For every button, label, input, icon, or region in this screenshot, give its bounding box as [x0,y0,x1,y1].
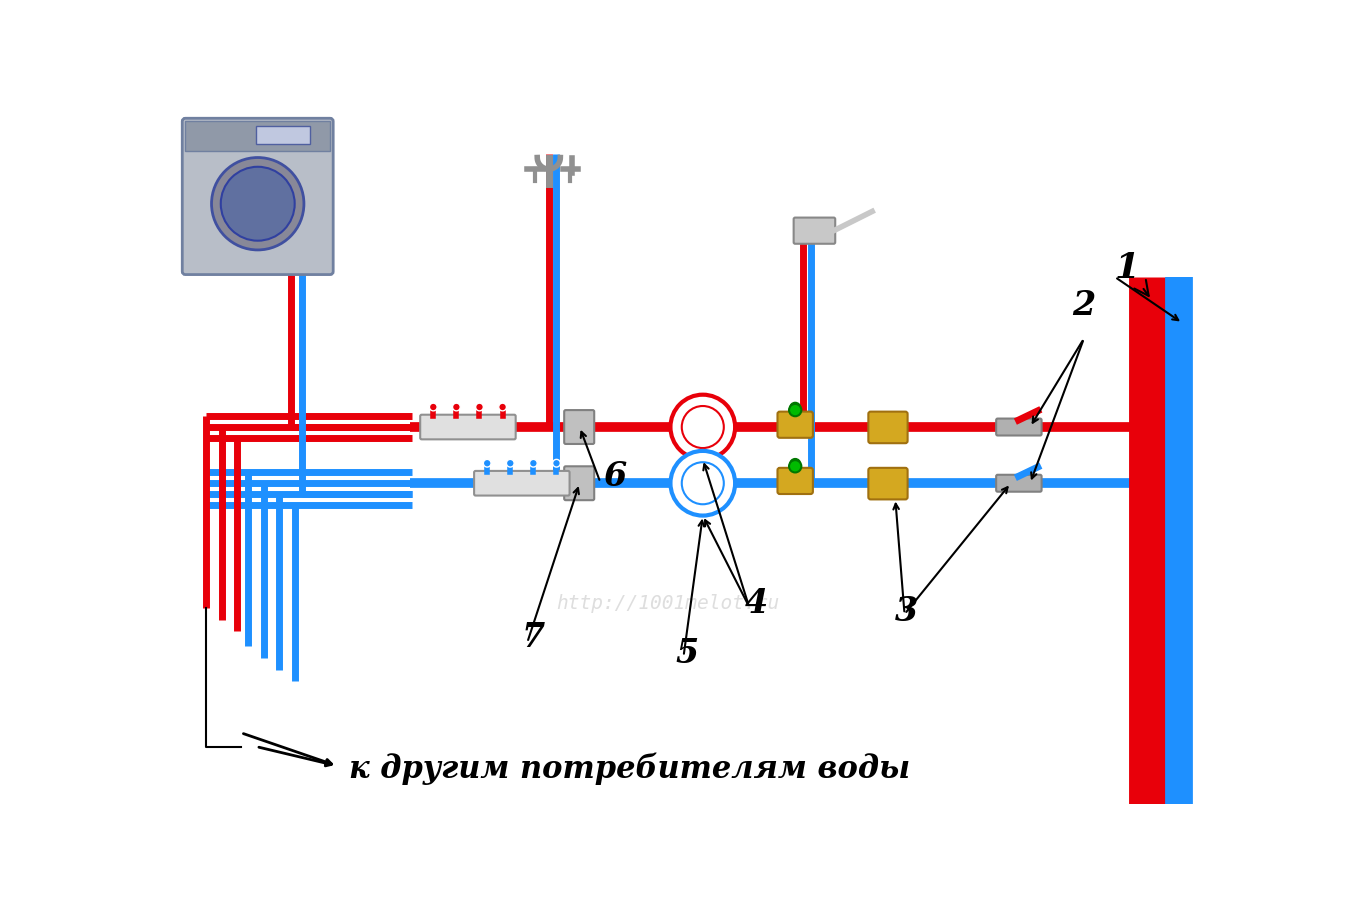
FancyBboxPatch shape [997,475,1041,492]
FancyBboxPatch shape [564,467,594,500]
Circle shape [429,404,437,412]
Circle shape [476,404,483,412]
Circle shape [221,168,295,241]
Text: 7: 7 [522,620,545,654]
Text: http://1001melot.ru: http://1001melot.ru [557,593,780,612]
Text: 4: 4 [745,586,768,619]
Circle shape [553,460,561,468]
Bar [256,126,311,145]
FancyBboxPatch shape [473,471,569,496]
FancyBboxPatch shape [420,415,515,440]
Circle shape [211,158,304,251]
FancyBboxPatch shape [777,469,812,495]
Circle shape [682,462,724,505]
Circle shape [452,404,460,412]
Text: 3: 3 [896,594,919,627]
FancyBboxPatch shape [997,419,1041,436]
FancyBboxPatch shape [564,411,594,444]
Circle shape [670,452,736,516]
FancyBboxPatch shape [777,412,812,438]
FancyBboxPatch shape [869,412,908,443]
FancyBboxPatch shape [869,469,908,500]
Circle shape [507,460,514,468]
Bar [186,122,330,152]
Circle shape [483,460,491,468]
Circle shape [682,406,724,449]
Text: 5: 5 [675,637,699,669]
Circle shape [499,404,507,412]
Text: 2: 2 [1072,289,1096,321]
Text: 6: 6 [603,460,625,492]
Circle shape [790,405,802,417]
Circle shape [790,403,800,414]
Circle shape [790,461,802,473]
FancyBboxPatch shape [794,219,835,245]
Circle shape [670,396,736,460]
Text: к другим потребителям воды: к другим потребителям воды [348,752,909,785]
Circle shape [530,460,537,468]
FancyBboxPatch shape [183,119,334,275]
Circle shape [790,459,800,470]
Text: 1: 1 [1115,251,1149,296]
